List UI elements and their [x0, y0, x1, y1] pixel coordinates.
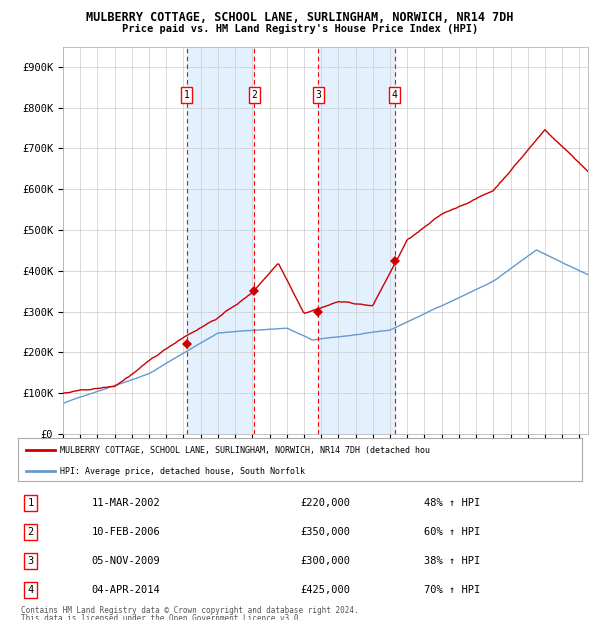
Text: 04-APR-2014: 04-APR-2014: [91, 585, 160, 595]
Text: £300,000: £300,000: [300, 556, 350, 566]
Text: £220,000: £220,000: [300, 498, 350, 508]
Text: 4: 4: [27, 585, 34, 595]
Text: 05-NOV-2009: 05-NOV-2009: [91, 556, 160, 566]
Text: 1: 1: [184, 90, 190, 100]
Text: £425,000: £425,000: [300, 585, 350, 595]
Text: Price paid vs. HM Land Registry's House Price Index (HPI): Price paid vs. HM Land Registry's House …: [122, 24, 478, 33]
Text: 3: 3: [27, 556, 34, 566]
Text: 70% ↑ HPI: 70% ↑ HPI: [424, 585, 481, 595]
Text: 38% ↑ HPI: 38% ↑ HPI: [424, 556, 481, 566]
Bar: [187, 46, 254, 434]
Bar: [319, 46, 395, 434]
Text: 2: 2: [251, 90, 257, 100]
Text: 60% ↑ HPI: 60% ↑ HPI: [424, 527, 481, 537]
Text: HPI: Average price, detached house, South Norfolk: HPI: Average price, detached house, Sout…: [60, 467, 305, 476]
Text: MULBERRY COTTAGE, SCHOOL LANE, SURLINGHAM, NORWICH, NR14 7DH (detached hou: MULBERRY COTTAGE, SCHOOL LANE, SURLINGHA…: [60, 446, 430, 454]
Text: This data is licensed under the Open Government Licence v3.0.: This data is licensed under the Open Gov…: [21, 614, 303, 620]
Text: 1: 1: [27, 498, 34, 508]
Text: 10-FEB-2006: 10-FEB-2006: [91, 527, 160, 537]
Text: MULBERRY COTTAGE, SCHOOL LANE, SURLINGHAM, NORWICH, NR14 7DH: MULBERRY COTTAGE, SCHOOL LANE, SURLINGHA…: [86, 11, 514, 24]
Text: Contains HM Land Registry data © Crown copyright and database right 2024.: Contains HM Land Registry data © Crown c…: [21, 606, 359, 616]
Text: £350,000: £350,000: [300, 527, 350, 537]
Text: 11-MAR-2002: 11-MAR-2002: [91, 498, 160, 508]
Text: 48% ↑ HPI: 48% ↑ HPI: [424, 498, 481, 508]
Text: 2: 2: [27, 527, 34, 537]
Text: 4: 4: [392, 90, 397, 100]
Text: 3: 3: [316, 90, 322, 100]
